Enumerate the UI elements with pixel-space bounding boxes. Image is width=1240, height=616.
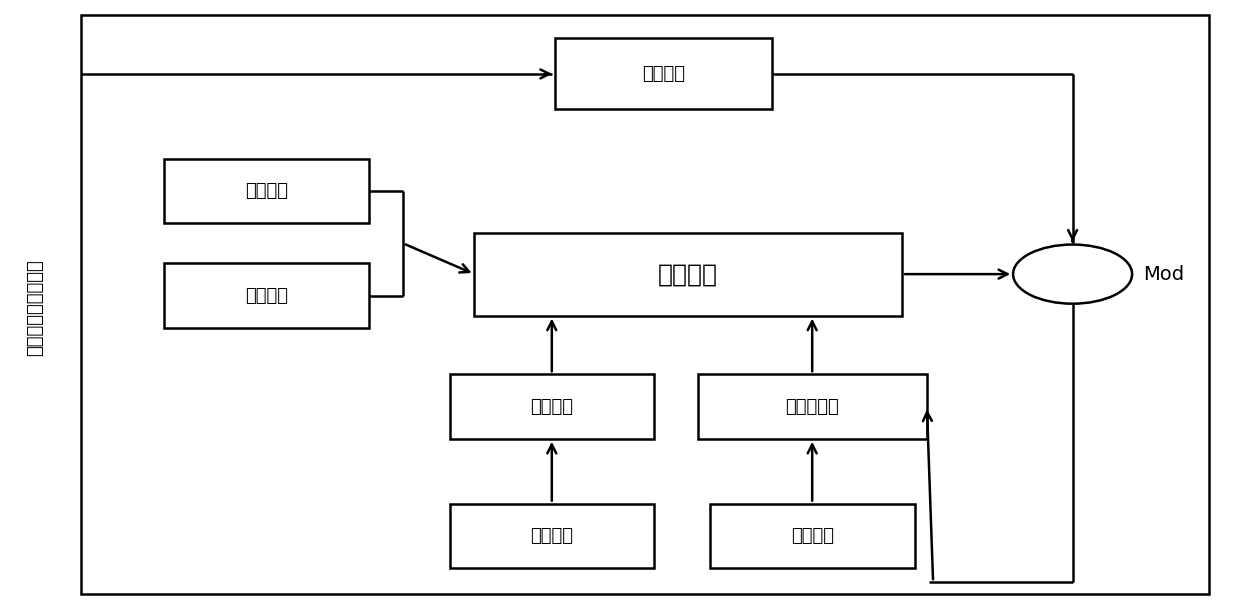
Text: 迭代计算: 迭代计算: [642, 65, 684, 83]
Text: 热传递模型: 热传递模型: [785, 397, 839, 416]
Bar: [449, 374, 655, 439]
Text: Mod: Mod: [1143, 265, 1184, 283]
Bar: [164, 263, 370, 328]
Text: 冷却水温: 冷却水温: [246, 286, 288, 305]
Text: 材料模型: 材料模型: [531, 397, 573, 416]
Bar: [164, 158, 370, 223]
Bar: [556, 38, 771, 109]
Bar: [449, 504, 655, 568]
Text: 冷却模型: 冷却模型: [658, 262, 718, 286]
Text: 合金成分: 合金成分: [531, 527, 573, 545]
Bar: [709, 504, 915, 568]
Text: 带钢速度: 带钢速度: [791, 527, 833, 545]
Bar: [697, 374, 928, 439]
Text: 喷梁控制阀开度模式: 喷梁控制阀开度模式: [26, 259, 43, 357]
Text: 带钢厚度: 带钢厚度: [246, 182, 288, 200]
Circle shape: [1013, 245, 1132, 304]
Bar: [475, 232, 903, 315]
